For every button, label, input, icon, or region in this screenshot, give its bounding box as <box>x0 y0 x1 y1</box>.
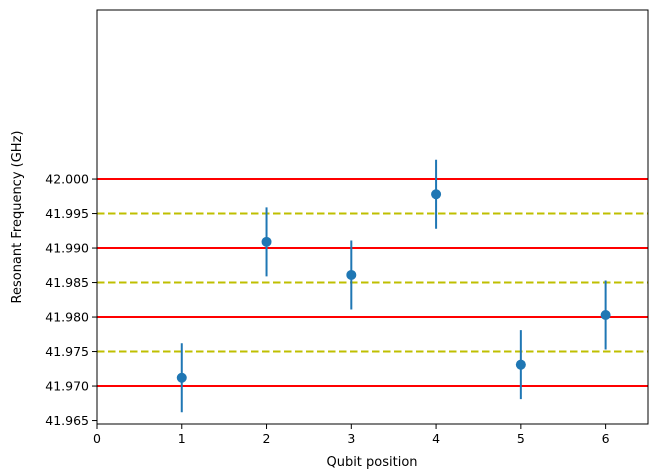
y-tick-label: 41.995 <box>45 206 89 221</box>
y-axis-label: Resonant Frequency (GHz) <box>10 131 25 304</box>
y-tick-label: 42.000 <box>45 172 89 187</box>
data-points <box>176 189 611 383</box>
y-tick-label: 41.970 <box>45 379 89 394</box>
x-ticks: 0 1 2 3 4 5 6 <box>93 424 610 446</box>
x-tick-label: 1 <box>178 431 186 446</box>
x-tick-label: 6 <box>602 431 610 446</box>
x-tick-label: 2 <box>263 431 271 446</box>
data-point <box>261 236 272 247</box>
x-tick-label: 4 <box>432 431 440 446</box>
y-tick-label: 41.990 <box>45 241 89 256</box>
y-tick-label: 41.965 <box>45 413 89 428</box>
x-tick-label: 5 <box>517 431 525 446</box>
data-point <box>176 372 187 383</box>
y-tick-label: 41.980 <box>45 310 89 325</box>
x-tick-label: 3 <box>347 431 355 446</box>
y-ticks: 41.965 41.970 41.975 41.980 41.985 41.990 41.9… <box>45 172 97 428</box>
data-point <box>600 309 611 320</box>
data-point <box>431 189 442 200</box>
data-point <box>515 359 526 370</box>
y-tick-label: 41.975 <box>45 344 89 359</box>
axes <box>96 9 649 425</box>
x-axis-label: Qubit position <box>326 455 417 470</box>
data-point <box>346 269 357 280</box>
y-tick-label: 41.985 <box>45 275 89 290</box>
error-bars <box>180 159 607 413</box>
plot-frame <box>96 9 649 425</box>
x-tick-label: 0 <box>93 431 101 446</box>
reference-lines <box>97 178 648 388</box>
